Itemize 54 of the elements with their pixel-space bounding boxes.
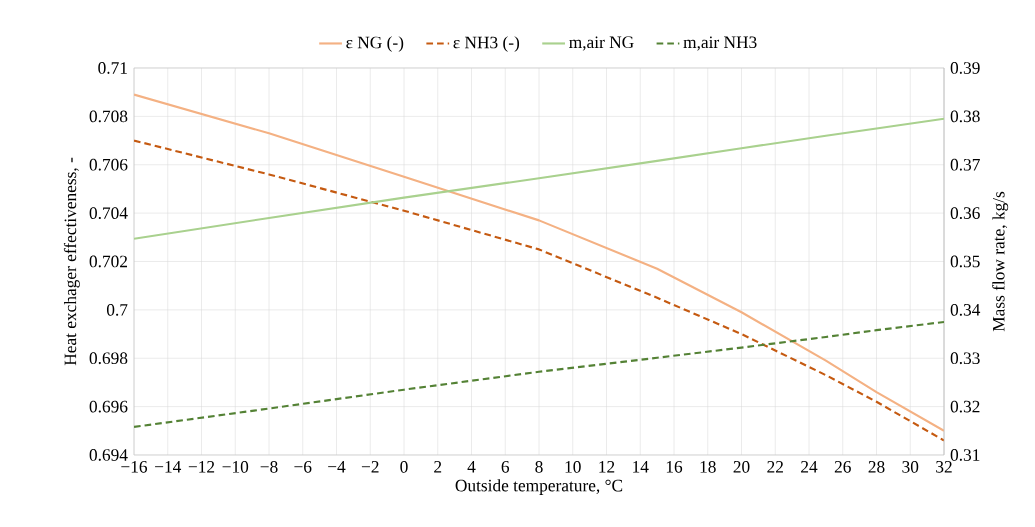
x-axis-title: Outside temperature, °C <box>455 479 623 495</box>
y2-tick-label: 0.31 <box>950 449 980 461</box>
y2-tick-label: 0.33 <box>950 352 980 365</box>
x-tick-label: 26 <box>834 461 851 473</box>
line-series <box>134 93 944 432</box>
legend-label: m,air NG <box>569 36 634 51</box>
x-tick-label: 24 <box>801 461 818 473</box>
y2-tick-label: 0.38 <box>950 110 980 123</box>
line-series <box>134 320 944 428</box>
x-tick-label: −14 <box>155 461 182 473</box>
line-series <box>134 139 944 442</box>
x-tick-label: 8 <box>535 461 543 473</box>
y-tick-label: 0.7 <box>106 303 128 316</box>
x-tick-label: −16 <box>121 461 148 473</box>
x-tick-label: 20 <box>733 461 750 473</box>
x-tick-label: −10 <box>222 461 249 473</box>
legend-label: ε NG (-) <box>346 36 404 52</box>
x-tick-label: −2 <box>361 461 379 473</box>
x-tick-label: 28 <box>868 461 885 473</box>
y-tick-label: 0.702 <box>89 255 128 268</box>
x-tick-label: −8 <box>260 461 278 473</box>
x-tick-label: 0 <box>400 461 408 473</box>
y-tick-label: 0.71 <box>98 62 127 74</box>
x-tick-label: 6 <box>501 461 510 473</box>
y-tick-label: 0.706 <box>89 158 128 171</box>
x-tick-label: 12 <box>599 461 615 473</box>
legend-label: ε NH3 (-) <box>453 36 520 52</box>
line-series <box>134 117 944 240</box>
y2-tick-label: 0.37 <box>950 158 980 171</box>
x-tick-label: 4 <box>467 461 476 473</box>
x-tick-label: −4 <box>328 461 346 473</box>
x-tick-label: 14 <box>633 461 649 473</box>
x-tick-label: −6 <box>294 461 312 473</box>
y-tick-label: 0.704 <box>89 207 128 220</box>
x-tick-label: 10 <box>565 461 581 473</box>
y2-tick-label: 0.34 <box>950 303 981 316</box>
y2-tick-label: 0.39 <box>950 62 980 74</box>
y2-tick-label: 0.36 <box>950 207 980 220</box>
y-tick-label: 0.694 <box>89 449 128 461</box>
y2-axis-title: Mass flow rate, kg/s <box>992 191 1009 332</box>
x-tick-label: 2 <box>434 461 442 473</box>
y-tick-label: 0.698 <box>89 352 128 365</box>
y-tick-label: 0.696 <box>89 400 128 413</box>
x-tick-label: 22 <box>767 461 783 473</box>
x-tick-label: 18 <box>700 461 716 473</box>
y-axis-title: Heat exchager effectiveness, - <box>63 157 80 366</box>
y2-tick-label: 0.35 <box>950 255 980 268</box>
y2-tick-label: 0.32 <box>950 400 980 413</box>
x-tick-label: −12 <box>188 461 215 473</box>
x-tick-label: 32 <box>936 461 952 473</box>
y-tick-label: 0.708 <box>89 110 128 123</box>
x-tick-label: 30 <box>902 461 919 473</box>
x-tick-label: 16 <box>666 461 683 473</box>
legend-label: m,air NH3 <box>683 36 757 51</box>
